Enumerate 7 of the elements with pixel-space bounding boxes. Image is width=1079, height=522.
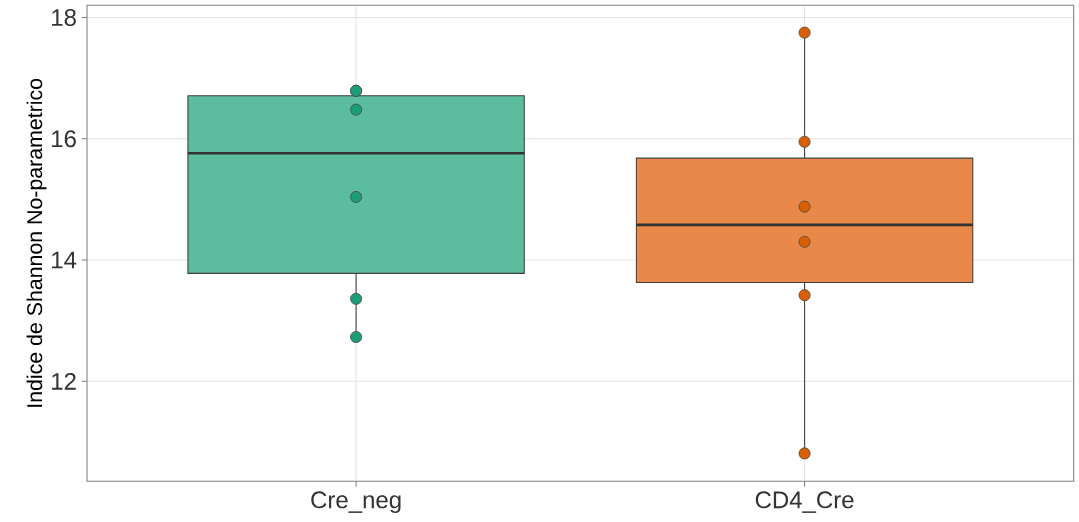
y-tick-label: 12	[52, 372, 76, 390]
x-tick-label: Cre_neg	[311, 491, 401, 514]
x-tick-label: CD4_Cre	[755, 491, 854, 513]
y-tick-label: 16	[52, 130, 76, 148]
y-tick-label: 14	[52, 251, 77, 269]
y-tick-label: 18	[52, 8, 76, 26]
y-axis-title: Indice de Shannon No-parametrico	[26, 78, 47, 407]
